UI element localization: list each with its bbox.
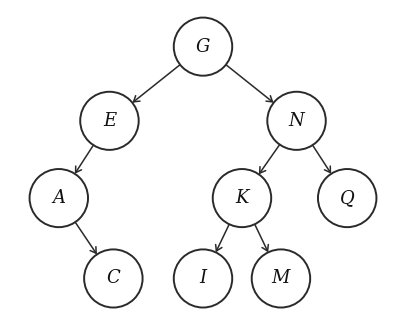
Text: A: A — [52, 189, 65, 207]
Text: G: G — [195, 38, 210, 56]
Ellipse shape — [173, 18, 232, 76]
Ellipse shape — [212, 169, 271, 227]
Ellipse shape — [80, 92, 139, 150]
Text: C: C — [106, 270, 120, 288]
Text: M: M — [271, 270, 290, 288]
Ellipse shape — [251, 250, 309, 308]
Ellipse shape — [266, 92, 325, 150]
Text: Q: Q — [339, 189, 354, 207]
Text: I: I — [199, 270, 206, 288]
Ellipse shape — [84, 250, 142, 308]
Text: K: K — [234, 189, 248, 207]
Ellipse shape — [30, 169, 88, 227]
Text: N: N — [288, 112, 304, 130]
Text: E: E — [102, 112, 116, 130]
Ellipse shape — [173, 250, 232, 308]
Ellipse shape — [317, 169, 375, 227]
